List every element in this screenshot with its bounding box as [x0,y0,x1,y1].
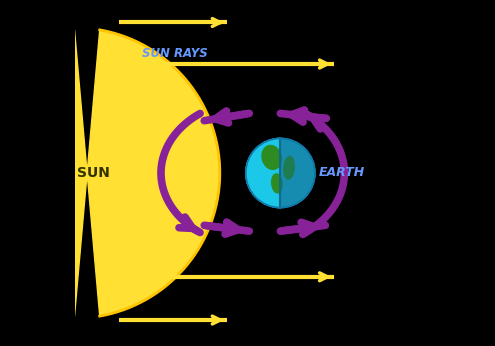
Text: SUN: SUN [77,166,110,180]
Ellipse shape [284,157,295,179]
Ellipse shape [262,145,282,170]
Text: EARTH: EARTH [318,166,365,180]
Circle shape [246,138,315,208]
Ellipse shape [272,174,282,193]
Wedge shape [280,138,315,208]
Text: SUN RAYS: SUN RAYS [142,47,208,60]
Wedge shape [246,138,280,208]
Polygon shape [75,30,220,316]
